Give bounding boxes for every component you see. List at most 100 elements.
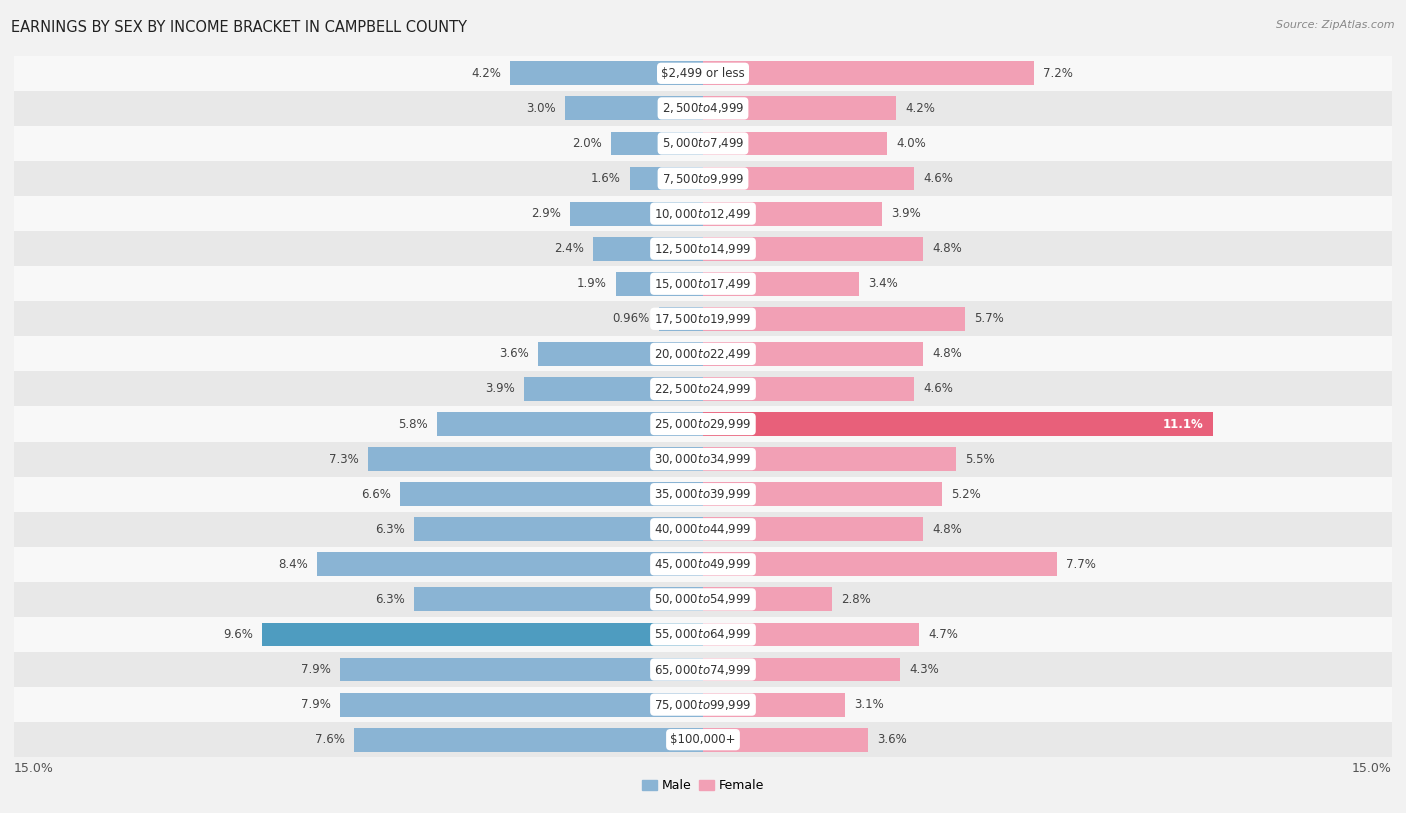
Text: $35,000 to $39,999: $35,000 to $39,999 xyxy=(654,487,752,501)
Text: 4.8%: 4.8% xyxy=(932,242,962,255)
Text: 4.8%: 4.8% xyxy=(932,347,962,360)
Bar xyxy=(703,412,1213,436)
Bar xyxy=(703,132,887,155)
Text: 4.8%: 4.8% xyxy=(932,523,962,536)
Text: 5.7%: 5.7% xyxy=(974,312,1004,325)
Text: 2.9%: 2.9% xyxy=(530,207,561,220)
Bar xyxy=(703,693,845,716)
Text: 3.1%: 3.1% xyxy=(855,698,884,711)
Bar xyxy=(703,237,924,261)
Bar xyxy=(703,728,869,751)
Bar xyxy=(703,307,965,331)
Text: $30,000 to $34,999: $30,000 to $34,999 xyxy=(654,452,752,466)
Bar xyxy=(593,237,703,261)
Text: $10,000 to $12,499: $10,000 to $12,499 xyxy=(654,207,752,220)
Bar xyxy=(703,377,914,401)
Text: 11.1%: 11.1% xyxy=(1163,418,1204,431)
Text: 3.6%: 3.6% xyxy=(499,347,529,360)
Bar xyxy=(318,552,703,576)
Bar xyxy=(368,447,703,471)
Text: 3.9%: 3.9% xyxy=(485,382,515,395)
Bar xyxy=(524,377,703,401)
Text: 2.0%: 2.0% xyxy=(572,137,602,150)
Text: 6.6%: 6.6% xyxy=(361,488,391,501)
Text: $65,000 to $74,999: $65,000 to $74,999 xyxy=(654,663,752,676)
Text: 4.2%: 4.2% xyxy=(471,67,501,80)
Text: $20,000 to $22,499: $20,000 to $22,499 xyxy=(654,347,752,361)
Bar xyxy=(703,272,859,296)
Bar xyxy=(14,196,1392,231)
Text: 0.96%: 0.96% xyxy=(613,312,650,325)
Text: 7.3%: 7.3% xyxy=(329,453,359,466)
Bar xyxy=(703,517,924,541)
Bar xyxy=(703,447,956,471)
Bar xyxy=(616,272,703,296)
Bar xyxy=(703,623,920,646)
Bar xyxy=(14,161,1392,196)
Text: $2,499 or less: $2,499 or less xyxy=(661,67,745,80)
Text: 7.7%: 7.7% xyxy=(1066,558,1095,571)
Bar xyxy=(569,202,703,225)
Text: $2,500 to $4,999: $2,500 to $4,999 xyxy=(662,102,744,115)
Bar xyxy=(14,652,1392,687)
Bar xyxy=(703,202,882,225)
Text: 3.0%: 3.0% xyxy=(526,102,555,115)
Text: 6.3%: 6.3% xyxy=(375,593,405,606)
Bar xyxy=(340,658,703,681)
Text: 7.9%: 7.9% xyxy=(301,663,330,676)
Bar xyxy=(413,588,703,611)
Text: $22,500 to $24,999: $22,500 to $24,999 xyxy=(654,382,752,396)
Text: 7.2%: 7.2% xyxy=(1043,67,1073,80)
Text: $7,500 to $9,999: $7,500 to $9,999 xyxy=(662,172,744,185)
Text: 3.6%: 3.6% xyxy=(877,733,907,746)
Bar xyxy=(14,617,1392,652)
Bar xyxy=(14,91,1392,126)
Text: 7.6%: 7.6% xyxy=(315,733,344,746)
Bar xyxy=(14,126,1392,161)
Text: 6.3%: 6.3% xyxy=(375,523,405,536)
Bar xyxy=(14,372,1392,406)
Text: $17,500 to $19,999: $17,500 to $19,999 xyxy=(654,312,752,326)
Text: 5.8%: 5.8% xyxy=(398,418,427,431)
Bar xyxy=(510,62,703,85)
Text: $15,000 to $17,499: $15,000 to $17,499 xyxy=(654,276,752,291)
Text: $50,000 to $54,999: $50,000 to $54,999 xyxy=(654,593,752,606)
Text: 1.9%: 1.9% xyxy=(576,277,606,290)
Bar xyxy=(703,62,1033,85)
Text: 5.2%: 5.2% xyxy=(950,488,981,501)
Text: 15.0%: 15.0% xyxy=(14,763,53,776)
Bar xyxy=(354,728,703,751)
Text: 4.6%: 4.6% xyxy=(924,172,953,185)
Text: $100,000+: $100,000+ xyxy=(671,733,735,746)
Bar xyxy=(413,517,703,541)
Text: 4.6%: 4.6% xyxy=(924,382,953,395)
Text: 4.3%: 4.3% xyxy=(910,663,939,676)
Bar xyxy=(537,342,703,366)
Bar xyxy=(612,132,703,155)
Bar xyxy=(14,231,1392,266)
Text: 9.6%: 9.6% xyxy=(224,628,253,641)
Bar xyxy=(14,266,1392,302)
Text: 15.0%: 15.0% xyxy=(1353,763,1392,776)
Text: $75,000 to $99,999: $75,000 to $99,999 xyxy=(654,698,752,711)
Text: $45,000 to $49,999: $45,000 to $49,999 xyxy=(654,558,752,572)
Bar xyxy=(14,302,1392,337)
Text: EARNINGS BY SEX BY INCOME BRACKET IN CAMPBELL COUNTY: EARNINGS BY SEX BY INCOME BRACKET IN CAM… xyxy=(11,20,467,35)
Text: $5,000 to $7,499: $5,000 to $7,499 xyxy=(662,137,744,150)
Bar xyxy=(14,337,1392,372)
Bar xyxy=(14,476,1392,511)
Bar xyxy=(14,56,1392,91)
Text: $25,000 to $29,999: $25,000 to $29,999 xyxy=(654,417,752,431)
Bar xyxy=(703,552,1057,576)
Text: 2.4%: 2.4% xyxy=(554,242,583,255)
Bar xyxy=(14,441,1392,476)
Bar xyxy=(14,687,1392,722)
Text: $12,500 to $14,999: $12,500 to $14,999 xyxy=(654,241,752,255)
Bar xyxy=(14,582,1392,617)
Bar xyxy=(703,342,924,366)
Bar xyxy=(262,623,703,646)
Text: 3.9%: 3.9% xyxy=(891,207,921,220)
Text: 8.4%: 8.4% xyxy=(278,558,308,571)
Text: Source: ZipAtlas.com: Source: ZipAtlas.com xyxy=(1277,20,1395,30)
Text: 4.0%: 4.0% xyxy=(896,137,925,150)
